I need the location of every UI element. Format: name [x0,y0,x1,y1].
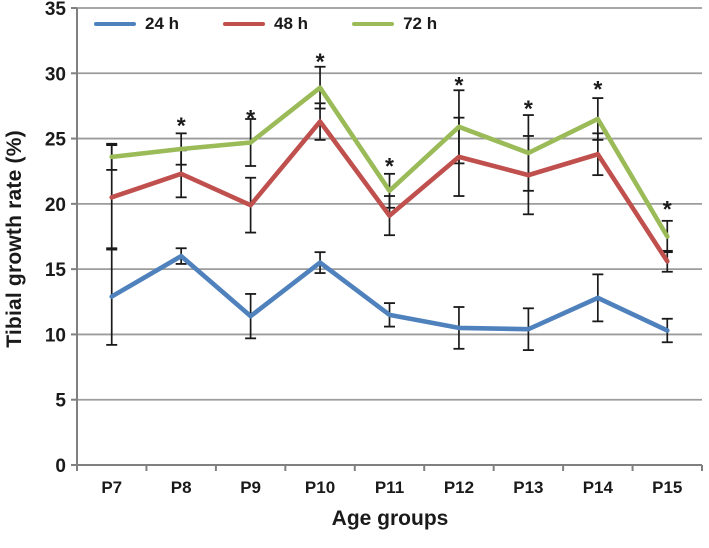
significance-asterisk: * [524,96,533,122]
y-tick-label: 10 [45,325,66,346]
significance-asterisk: * [246,105,255,131]
x-tick-label: P14 [583,478,614,497]
x-tick-label: P15 [652,478,682,497]
legend-item-24h: 24 h [94,14,179,34]
y-tick-label: 35 [45,0,67,20]
legend-line-48h-icon [223,22,266,26]
legend-line-24h-icon [94,22,136,26]
y-tick-label: 15 [45,260,67,281]
x-tick-label: P8 [171,478,192,497]
y-tick-label: 20 [45,195,66,216]
y-tick-label: 30 [45,64,66,85]
significance-asterisk: * [385,153,394,179]
x-tick-label: P10 [305,478,335,497]
legend-label-24h: 24 h [145,14,180,33]
legend: 24 h 48 h 72 h [94,11,437,37]
legend-item-48h: 48 h [223,14,308,34]
significance-asterisk: * [454,72,463,98]
x-tick-label: P13 [513,478,543,497]
y-tick-label: 5 [55,391,66,412]
significance-asterisk: * [177,113,186,139]
significance-asterisk: * [593,76,602,102]
series-line-48h [109,119,670,264]
x-tick-label: P7 [101,478,122,497]
legend-label-48h: 48 h [274,14,309,33]
significance-asterisk: * [663,196,672,222]
series-line-24h [109,253,670,333]
y-tick-label: 0 [55,456,66,477]
y-tick-label: 25 [45,130,67,151]
x-tick-label: P9 [240,478,261,497]
legend-label-72h: 72 h [403,14,438,33]
x-tick-label: P11 [375,478,404,497]
series-line-72h [109,85,670,239]
legend-item-72h: 72 h [352,14,437,34]
x-axis-title: Age groups [331,507,449,530]
legend-line-72h-icon [352,22,395,26]
significance-asterisk: * [316,49,325,75]
y-axis-title: Tibial growth rate (%) [3,130,26,348]
x-tick-label: P12 [444,478,474,497]
